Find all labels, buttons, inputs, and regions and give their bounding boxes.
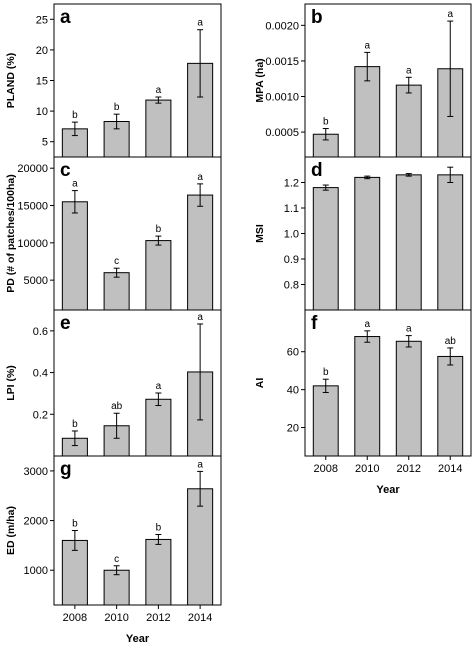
panel-g-bar-2010 <box>103 569 130 606</box>
panel-b-significance-2010: a <box>364 40 370 51</box>
panel-c-y-axis-label: PD (# of patches/100ha) <box>5 174 17 292</box>
panel-e-significance-2014: a <box>197 312 203 323</box>
panel-f-significance-2010: a <box>364 319 370 330</box>
panel-d-bar-2014 <box>437 174 464 311</box>
panel-a-ytick-label: 5 <box>42 137 48 149</box>
panel-f-ytick-label: 60 <box>287 347 299 359</box>
panel-e-ytick-label: 0.2 <box>33 409 48 421</box>
panel-b-significance-2012: a <box>406 65 412 76</box>
panel-c-ytick-label: 10000 <box>17 238 48 250</box>
panel-g-bar-2012 <box>145 538 172 606</box>
panel-g-ytick-label: 3000 <box>24 466 48 478</box>
panel-g-bar-2014 <box>187 488 214 606</box>
panel-e-significance-2008: b <box>72 419 78 430</box>
panel-f-ytick-label: 20 <box>287 423 299 435</box>
panel-g-significance-2010: c <box>114 554 119 565</box>
panel-f-y-axis-label: AI <box>254 378 266 389</box>
panel-f-x-axis-label: Year <box>376 484 400 496</box>
panel-f-xtick-label-2008: 2008 <box>314 463 338 475</box>
panel-d-ytick-label: 0.8 <box>284 280 299 292</box>
panel-e-ytick-label: 0.4 <box>33 368 48 380</box>
panel-d-bar-2012 <box>395 174 422 311</box>
panel-g-letter: g <box>60 459 72 480</box>
panel-f-letter: f <box>311 313 318 334</box>
panel-g-frame <box>53 455 222 606</box>
panel-f-bar-2008 <box>312 385 339 457</box>
panel-g-ytick-label: 1000 <box>24 565 48 577</box>
panel-b-ytick-label: 0.0010 <box>265 92 299 104</box>
panel-g-significance-2014: a <box>197 459 203 470</box>
panel-f-bar-2012 <box>395 340 422 457</box>
panel-d-ytick-label: 1.2 <box>284 178 299 190</box>
panel-d-ytick-label: 1.1 <box>284 203 299 215</box>
panel-a-y-axis-label: PLAND (%) <box>5 53 17 108</box>
panel-g-xtick-label-2008: 2008 <box>63 612 87 624</box>
panel-b-ytick-label: 0.0005 <box>265 127 299 139</box>
panel-g-ytick-label: 2000 <box>24 516 48 528</box>
panel-a-significance-2012: a <box>156 85 162 96</box>
panel-a-significance-2008: b <box>72 110 78 121</box>
panel-f-significance-2008: b <box>323 367 329 378</box>
panel-f-significance-2014: ab <box>445 336 457 347</box>
panel-d-letter: d <box>311 160 323 181</box>
panel-f-frame <box>304 309 472 457</box>
panel-c-letter: c <box>60 160 71 181</box>
panel-a-ytick-label: 25 <box>36 14 48 26</box>
panel-a-ytick-label: 15 <box>36 76 48 88</box>
panel-g-y-axis-label: ED (m/ha) <box>5 506 17 555</box>
panel-f-bar-2010 <box>354 336 381 457</box>
panel-f-xtick-label-2010: 2010 <box>355 463 379 475</box>
panel-f-bar-2014 <box>437 355 464 457</box>
panel-g-significance-2012: b <box>156 522 162 533</box>
panel-a-letter: a <box>60 7 71 28</box>
panel-c-significance-2008: a <box>72 179 78 190</box>
panel-g-x-axis-label: Year <box>126 633 150 645</box>
panel-a-significance-2010: b <box>114 102 120 113</box>
panel-a-bar-2012 <box>145 99 172 158</box>
panel-g-xtick-label-2014: 2014 <box>188 612 212 624</box>
panel-b-significance-2008: b <box>323 117 329 128</box>
panel-c-significance-2010: c <box>114 256 119 267</box>
panel-g-xtick-label-2012: 2012 <box>146 612 170 624</box>
panel-b-bar-2012 <box>395 84 422 158</box>
panel-f-xtick-label-2012: 2012 <box>397 463 421 475</box>
panel-c-significance-2014: a <box>197 172 203 183</box>
panel-e-letter: e <box>60 313 71 334</box>
panel-c-bar-2008 <box>61 201 88 311</box>
panel-e-significance-2010: ab <box>111 401 123 412</box>
panel-e-ytick-label: 0.6 <box>33 326 48 338</box>
panel-b-y-axis-label: MPA (ha) <box>254 58 266 102</box>
panel-g-xtick-label-2010: 2010 <box>104 612 128 624</box>
panel-e-y-axis-label: LPI (%) <box>5 365 17 401</box>
panel-c-ytick-label: 5000 <box>24 275 48 287</box>
panel-e-bar-2012 <box>145 398 172 457</box>
panel-c-bar-2010 <box>103 272 130 311</box>
panel-d-bar-2010 <box>354 176 381 311</box>
panel-a-ytick-label: 10 <box>36 106 48 118</box>
panel-d-y-axis-label: MSI <box>254 224 266 243</box>
panel-f-ytick-label: 40 <box>287 385 299 397</box>
panel-d-bar-2008 <box>312 187 339 311</box>
panel-c-ytick-label: 20000 <box>17 163 48 175</box>
panel-c-bar-2014 <box>187 194 214 311</box>
panel-d-ytick-label: 1.0 <box>284 229 299 241</box>
panel-f-xtick-label-2014: 2014 <box>438 463 462 475</box>
panel-b-letter: b <box>311 7 323 28</box>
panel-b-ytick-label: 0.0020 <box>265 20 299 32</box>
panel-e-significance-2012: a <box>156 381 162 392</box>
panel-f-significance-2012: a <box>406 324 412 335</box>
panel-a-significance-2014: a <box>197 18 203 29</box>
panel-c-bar-2012 <box>145 240 172 311</box>
panel-d-ytick-label: 0.9 <box>284 254 299 266</box>
panel-b-significance-2014: a <box>447 9 453 20</box>
panel-c-ytick-label: 15000 <box>17 201 48 213</box>
panel-a-ytick-label: 20 <box>36 45 48 57</box>
panel-c-significance-2012: b <box>156 224 162 235</box>
panel-g-significance-2008: b <box>72 519 78 530</box>
panel-b-ytick-label: 0.0015 <box>265 56 299 68</box>
panel-b-bar-2010 <box>354 66 381 158</box>
